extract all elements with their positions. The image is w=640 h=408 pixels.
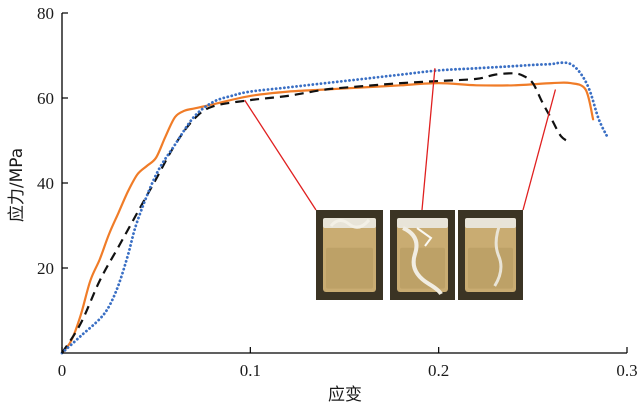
leader-line [244,99,317,211]
series-line-solid [60,81,595,355]
specimen-top [397,218,448,228]
fracture-mark [402,226,443,296]
specimen-photo-3 [458,210,523,300]
y-axis-label: 应力/MPa [7,148,27,222]
photo-insets [244,68,557,300]
specimen-shade [468,247,513,289]
specimen-photo-1 [316,210,383,300]
fracture-mark [416,227,433,247]
y-tick-label: 20 [37,259,54,278]
x-tick-label: 0 [58,361,67,380]
leader-line [421,68,436,211]
specimen-photo-2 [390,210,455,300]
specimen-shade [400,247,445,289]
series-line-dashed [61,72,572,354]
y-tick-label: 40 [37,174,54,193]
series-line-dotted [60,61,610,355]
plot-area [60,61,610,355]
x-tick-label: 0.2 [428,361,449,380]
fracture-mark [493,221,503,287]
specimen-shade [326,247,373,289]
x-axis-label: 应变 [328,385,362,405]
axes: 0 0.1 0.2 0.3 20 40 60 80 [37,4,638,380]
x-tick-label: 0.3 [616,361,637,380]
y-tick-label: 60 [37,89,54,108]
y-tick-label: 80 [37,4,54,23]
x-tick-label: 0.1 [240,361,261,380]
fracture-mark [329,219,371,229]
specimen-top [465,218,516,228]
leader-line [522,89,557,211]
